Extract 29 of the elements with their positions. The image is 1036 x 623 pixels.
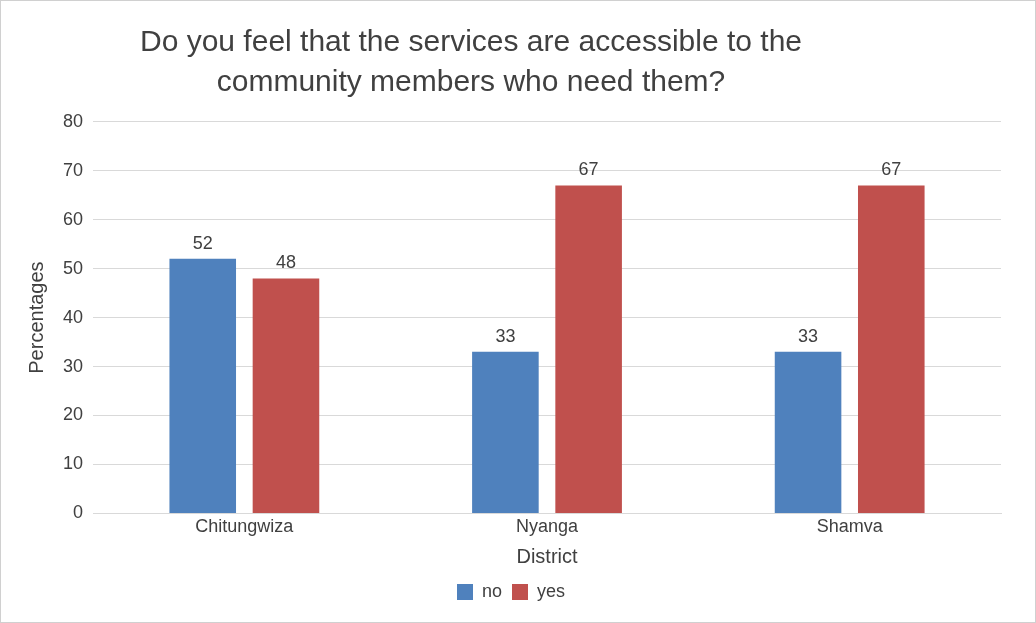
x-tick-label: Chitungwiza	[195, 516, 295, 537]
legend-label: no	[481, 580, 503, 601]
y-tick-label: 60	[62, 208, 84, 229]
y-tick-label: 70	[62, 159, 84, 180]
y-tick-label: 30	[62, 355, 84, 376]
bar	[555, 185, 622, 513]
data-label: 52	[192, 232, 213, 253]
bar	[857, 185, 925, 513]
bar	[472, 351, 539, 513]
x-axis-title: District	[516, 544, 578, 567]
x-tick-label: Nyanga	[515, 516, 580, 537]
y-tick-label: 20	[62, 404, 84, 425]
bar	[169, 258, 237, 513]
data-label: 33	[495, 325, 516, 346]
data-label: 67	[881, 159, 902, 180]
data-label: 48	[275, 252, 296, 273]
y-axis-title: Percentages	[24, 261, 47, 374]
data-label: 33	[798, 325, 819, 346]
bar	[252, 278, 320, 513]
x-tick-label: Shamva	[816, 516, 884, 537]
y-tick-label: 80	[62, 110, 84, 131]
bar	[774, 351, 842, 513]
y-tick-label: 40	[62, 306, 84, 327]
y-tick-label: 50	[62, 257, 84, 278]
y-tick-label: 0	[73, 502, 84, 523]
y-tick-label: 10	[62, 453, 84, 474]
data-label: 67	[578, 159, 599, 180]
legend-label: yes	[537, 580, 566, 601]
chart-title: Do you feel that the services are accessible to the community members who need them?	[139, 23, 803, 99]
